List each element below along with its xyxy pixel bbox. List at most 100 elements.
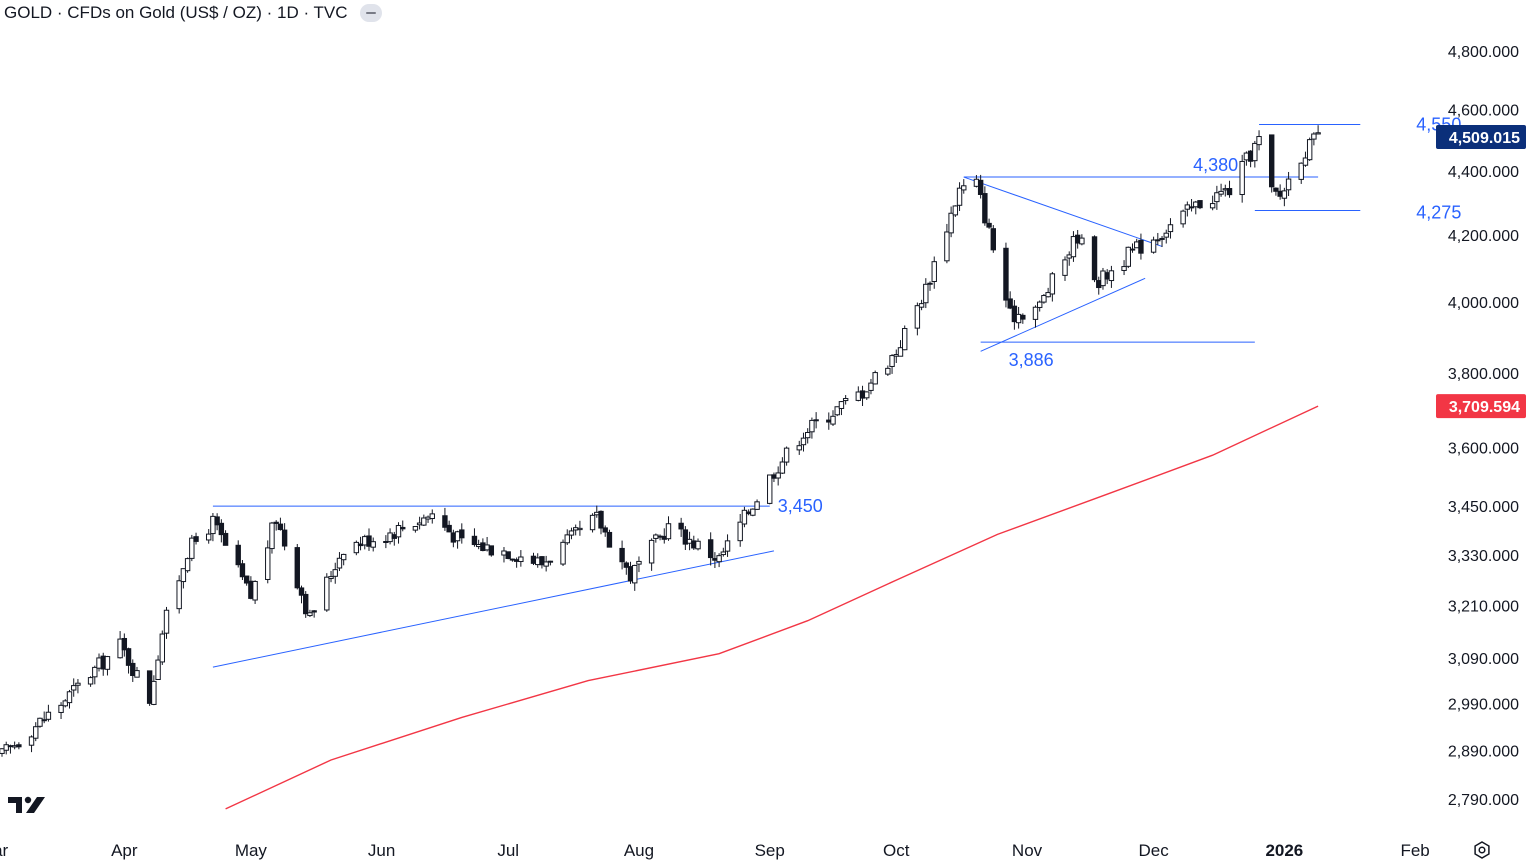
price-tick-label: 2,990.000 <box>1448 696 1519 713</box>
candle <box>273 520 279 531</box>
candle <box>948 206 954 238</box>
candle <box>1138 233 1144 260</box>
price-tick-label: 4,800.000 <box>1448 44 1519 61</box>
candle <box>636 556 642 573</box>
candle <box>602 525 608 537</box>
level-label: 4,275 <box>1416 203 1461 223</box>
candle <box>180 568 187 589</box>
candle <box>66 689 73 709</box>
candle <box>1167 218 1174 239</box>
time-tick-label: Dec <box>1138 841 1169 860</box>
candle <box>1041 293 1047 304</box>
candle <box>918 299 925 311</box>
candle <box>1062 256 1068 281</box>
candle <box>193 532 199 545</box>
candle <box>1226 180 1233 198</box>
trendline <box>980 277 1146 352</box>
candle <box>1045 287 1051 298</box>
price-axis[interactable]: 4,800.000 4,600.000 4,400.000 4,200.000 4,00… <box>1436 44 1526 809</box>
candle <box>400 520 406 532</box>
candle <box>986 218 992 229</box>
chart-header: GOLD · CFDs on Gold (US$ / OZ) · 1D · TV… <box>4 2 382 24</box>
moving-average-badge-label: 3,709.594 <box>1449 399 1520 416</box>
trendline <box>963 176 1163 247</box>
time-tick-label: Jun <box>368 841 395 860</box>
candle <box>754 499 760 510</box>
candle <box>868 378 874 395</box>
price-tick-label: 4,200.000 <box>1448 228 1519 245</box>
candle <box>1007 291 1013 310</box>
settings-gear-icon[interactable] <box>1472 840 1492 860</box>
collapse-icon[interactable] <box>359 4 382 22</box>
candle <box>577 520 583 536</box>
tradingview-logo-icon[interactable] <box>8 794 48 816</box>
candle <box>421 514 427 526</box>
candle <box>125 647 132 674</box>
candle <box>303 591 309 618</box>
candle <box>1298 162 1304 184</box>
price-tick-label: 3,800.000 <box>1448 366 1519 383</box>
candle <box>176 575 182 614</box>
price-tick-label: 3,600.000 <box>1448 440 1519 457</box>
candle <box>71 678 77 697</box>
time-tick-label: Sep <box>755 841 785 860</box>
candle <box>151 675 157 706</box>
candle <box>1281 187 1288 207</box>
price-tick-label: 2,890.000 <box>1448 743 1519 760</box>
price-tick-label: 3,450.000 <box>1448 499 1519 516</box>
candle <box>37 717 43 728</box>
candle <box>459 523 465 544</box>
candle <box>804 428 811 444</box>
candle <box>75 679 81 694</box>
candle <box>1003 242 1009 308</box>
candle <box>277 517 284 531</box>
candle <box>750 508 756 517</box>
candle <box>952 205 959 217</box>
candle <box>1125 246 1131 269</box>
candle <box>298 585 305 604</box>
candle <box>1269 134 1275 193</box>
candle <box>1121 260 1127 276</box>
candle <box>889 354 895 374</box>
candle <box>1091 235 1098 283</box>
candle <box>944 223 950 264</box>
candle <box>121 633 128 657</box>
candle <box>324 573 330 612</box>
candle <box>682 526 689 551</box>
time-axis[interactable]: Mar Apr May Jun Jul Aug Sep Oct Nov Dec 2026 Feb <box>0 841 1430 860</box>
candle <box>1218 183 1224 197</box>
candle <box>218 519 225 543</box>
candle <box>838 401 845 416</box>
candle <box>560 539 566 567</box>
candle <box>1273 187 1279 196</box>
level-label: 3,450 <box>778 496 823 516</box>
symbol-title[interactable]: GOLD · CFDs on Gold (US$ / OZ) · 1D · TV… <box>4 3 348 22</box>
candle <box>205 529 212 544</box>
candle <box>678 517 684 537</box>
horizontal-levels <box>212 124 1361 507</box>
candle <box>779 457 786 474</box>
candle <box>235 540 241 568</box>
candle <box>543 555 549 572</box>
candle <box>864 391 870 400</box>
candle <box>340 553 347 566</box>
level-label: 3,886 <box>1009 350 1054 370</box>
candle <box>336 552 343 571</box>
candle <box>130 659 136 682</box>
candle <box>724 534 731 557</box>
candle <box>914 302 921 336</box>
time-tick-label: Nov <box>1012 841 1043 860</box>
candle <box>961 179 967 194</box>
candle <box>547 560 554 566</box>
candle <box>92 665 98 685</box>
candle <box>564 529 570 546</box>
trendlines <box>212 176 1163 668</box>
candle <box>1302 151 1309 167</box>
candle <box>134 666 140 678</box>
candle <box>214 513 220 531</box>
candle <box>1311 132 1317 146</box>
price-tick-label: 3,210.000 <box>1448 599 1519 616</box>
candle <box>1155 232 1161 246</box>
